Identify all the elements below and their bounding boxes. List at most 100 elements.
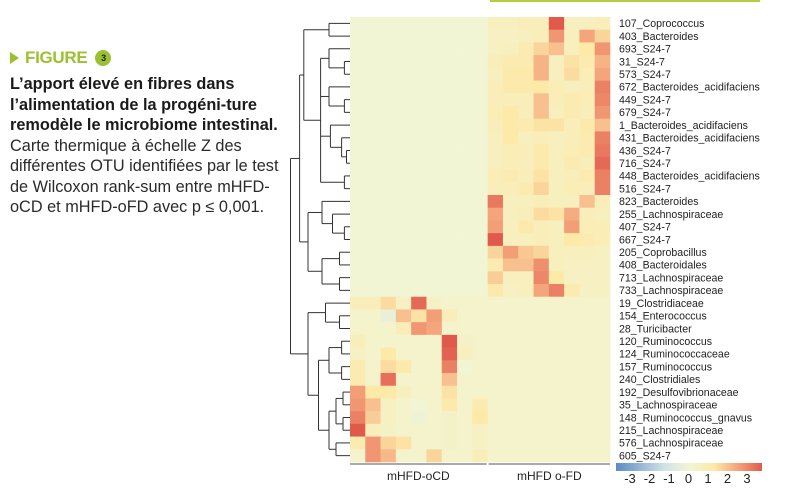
heatmap-cell bbox=[564, 67, 580, 81]
row-label: 31_S24-7 bbox=[619, 56, 665, 68]
heatmap-cell bbox=[548, 106, 565, 120]
heatmap-cell bbox=[441, 334, 458, 348]
row-label: 605_S24-7 bbox=[619, 450, 671, 462]
heatmap-cell bbox=[411, 220, 427, 234]
heatmap-cell bbox=[594, 118, 611, 132]
heatmap-cell bbox=[472, 385, 488, 399]
heatmap-cell bbox=[472, 296, 488, 310]
heatmap-cell bbox=[548, 118, 565, 132]
heatmap-cell bbox=[411, 296, 427, 310]
heatmap-cell bbox=[564, 233, 580, 247]
heatmap-cell bbox=[441, 55, 458, 69]
heatmap-cell bbox=[518, 385, 534, 399]
heatmap-cell bbox=[594, 296, 611, 310]
heatmap-cell bbox=[395, 207, 412, 221]
heatmap-cell bbox=[380, 55, 397, 69]
heatmap-cell bbox=[533, 258, 550, 272]
heatmap-cell bbox=[594, 93, 611, 107]
heatmap-cell bbox=[365, 169, 381, 183]
heatmap-cell bbox=[365, 207, 381, 221]
row-label: 157_Ruminococcus bbox=[619, 361, 712, 373]
heatmap-cell bbox=[518, 131, 534, 145]
heatmap-cell bbox=[441, 385, 458, 399]
heatmap-cell bbox=[487, 258, 504, 272]
heatmap-cell bbox=[472, 195, 488, 209]
heatmap-cell bbox=[380, 106, 397, 120]
row-label: 716_S24-7 bbox=[619, 158, 671, 170]
heatmap-cell bbox=[533, 449, 550, 463]
figure-number-badge: 3 bbox=[95, 50, 112, 66]
heatmap-cell bbox=[548, 373, 565, 387]
heatmap-cell bbox=[457, 156, 473, 170]
heatmap-cell bbox=[502, 182, 519, 196]
heatmap-cell bbox=[579, 245, 596, 259]
heatmap-cell bbox=[441, 423, 458, 437]
heatmap-cell bbox=[441, 296, 458, 310]
heatmap-cell bbox=[426, 398, 443, 412]
heatmap-cell bbox=[411, 67, 427, 81]
heatmap-cell bbox=[533, 385, 550, 399]
heatmap-cell bbox=[350, 207, 366, 221]
heatmap-cell bbox=[350, 258, 366, 272]
heatmap-cell bbox=[457, 284, 473, 298]
heatmap-cell bbox=[564, 309, 580, 323]
heatmap-cell bbox=[365, 436, 381, 450]
heatmap-cell bbox=[441, 233, 458, 247]
heatmap-cell bbox=[533, 296, 550, 310]
heatmap-cell bbox=[365, 131, 381, 145]
heatmap-cell bbox=[548, 411, 565, 425]
heatmap-cell bbox=[533, 93, 550, 107]
heatmap-cell bbox=[426, 106, 443, 120]
heatmap-cell bbox=[518, 93, 534, 107]
heatmap-cell bbox=[564, 245, 580, 259]
colorbar-tick-label: -2 bbox=[644, 471, 656, 486]
heatmap-cell bbox=[594, 17, 611, 31]
heatmap-cell bbox=[365, 360, 381, 374]
heatmap-cell bbox=[380, 271, 397, 285]
row-label: 240_Clostridiales bbox=[619, 374, 700, 386]
heatmap-cell bbox=[426, 436, 443, 450]
heatmap-cell bbox=[502, 423, 519, 437]
heatmap-cell bbox=[472, 17, 488, 31]
heatmap-cell bbox=[395, 322, 412, 336]
heatmap-cell bbox=[395, 106, 412, 120]
heatmap-cell bbox=[548, 156, 565, 170]
heatmap-cell bbox=[594, 233, 611, 247]
heatmap-cell bbox=[594, 195, 611, 209]
heatmap-cell bbox=[487, 245, 504, 259]
heatmap-cell bbox=[518, 55, 534, 69]
colorbar-tick-label: 3 bbox=[743, 471, 750, 486]
heatmap-cell bbox=[564, 449, 580, 463]
heatmap-cell bbox=[564, 29, 580, 43]
heatmap-cell bbox=[411, 385, 427, 399]
colorbar-tick-label: -1 bbox=[663, 471, 675, 486]
heatmap-cell bbox=[457, 334, 473, 348]
heatmap-cell bbox=[395, 423, 412, 437]
heatmap-cell bbox=[441, 309, 458, 323]
heatmap-cell bbox=[380, 182, 397, 196]
heatmap-cell bbox=[548, 144, 565, 158]
figure-label: FIGURE 3 bbox=[10, 48, 280, 68]
heatmap-cell bbox=[472, 347, 488, 361]
row-label: 679_S24-7 bbox=[619, 107, 671, 119]
heatmap-cell bbox=[395, 118, 412, 132]
heatmap-cell bbox=[380, 436, 397, 450]
heatmap-cell bbox=[350, 436, 366, 450]
heatmap-cell bbox=[365, 309, 381, 323]
heatmap-cell bbox=[579, 182, 596, 196]
heatmap-cell bbox=[579, 373, 596, 387]
heatmap-cell bbox=[395, 42, 412, 56]
heatmap-cell bbox=[380, 195, 397, 209]
heatmap-cell bbox=[502, 195, 519, 209]
heatmap-cell bbox=[457, 296, 473, 310]
heatmap-cell bbox=[533, 245, 550, 259]
heatmap-cell bbox=[457, 182, 473, 196]
heatmap-cell bbox=[518, 360, 534, 374]
heatmap-cell bbox=[518, 258, 534, 272]
heatmap-cell bbox=[487, 347, 504, 361]
caption-title: L’apport élevé en fibres dans l’alimenta… bbox=[10, 75, 278, 134]
heatmap-cell bbox=[579, 169, 596, 183]
heatmap-cell bbox=[579, 436, 596, 450]
heatmap-cell bbox=[518, 195, 534, 209]
heatmap-cell bbox=[579, 398, 596, 412]
